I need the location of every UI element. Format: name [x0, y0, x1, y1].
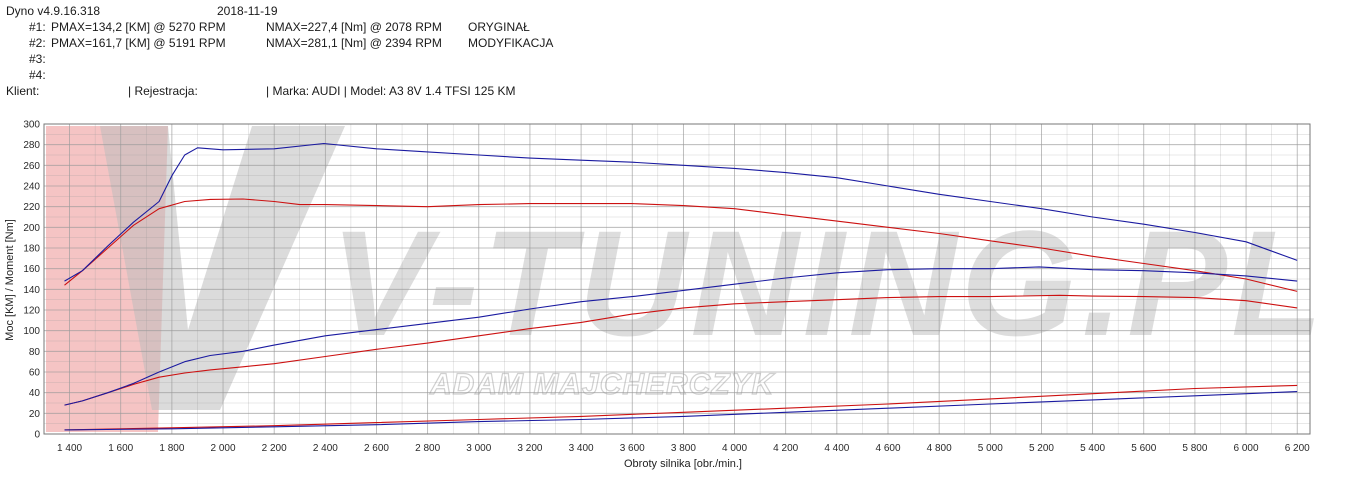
run-1-nmax: NMAX=227,4 [Nm] @ 2078 RPM [266, 20, 442, 34]
x-tick-label: 3 000 [466, 443, 491, 454]
x-tick-label: 5 200 [1029, 443, 1054, 454]
series-line-modified-losses [64, 391, 1298, 431]
x-tick-label: 2 000 [211, 443, 236, 454]
y-tick-label: 20 [29, 409, 41, 420]
x-tick-label: 2 800 [415, 443, 440, 454]
x-tick-label: 2 600 [364, 443, 389, 454]
series-line-modified-power [64, 266, 1298, 406]
y-tick-label: 300 [23, 120, 40, 131]
run-2-pmax: PMAX=161,7 [KM] @ 5191 RPM [51, 36, 226, 50]
x-tick-label: 3 400 [569, 443, 594, 454]
y-tick-label: 280 [23, 140, 40, 151]
run-3-id: #3: [29, 52, 46, 66]
run-2-name: MODYFIKACJA [468, 36, 554, 50]
y-tick-label: 200 [23, 223, 40, 234]
x-tick-label: 5 400 [1080, 443, 1105, 454]
x-tick-label: 4 400 [824, 443, 849, 454]
run-1-pmax: PMAX=134,2 [KM] @ 5270 RPM [51, 20, 226, 34]
y-tick-label: 180 [23, 244, 40, 255]
x-tick-label: 6 200 [1285, 443, 1310, 454]
y-tick-label: 40 [29, 388, 41, 399]
y-tick-label: 100 [23, 326, 40, 337]
y-tick-label: 260 [23, 161, 40, 172]
x-tick-label: 4 600 [875, 443, 900, 454]
registration-label: | Rejestracja: [128, 84, 198, 98]
y-tick-label: 80 [29, 347, 41, 358]
x-tick-label: 1 400 [57, 443, 82, 454]
x-tick-label: 5 000 [978, 443, 1003, 454]
run-1-id: #1: [29, 20, 46, 34]
y-tick-label: 0 [34, 430, 40, 441]
run-1-name: ORYGINAŁ [468, 20, 530, 34]
y-tick-label: 120 [23, 306, 40, 317]
y-tick-label: 220 [23, 202, 40, 213]
y-tick-label: 140 [23, 285, 40, 296]
series-line-original-power [64, 294, 1298, 406]
watermark-subtitle: ADAM MAJCHERCZYK [429, 368, 776, 401]
x-tick-label: 3 800 [671, 443, 696, 454]
curves [64, 142, 1298, 431]
x-tick-label: 2 400 [313, 443, 338, 454]
x-tick-label: 1 600 [108, 443, 133, 454]
series-line-original-losses [64, 384, 1298, 431]
x-tick-label: 6 000 [1234, 443, 1259, 454]
x-tick-label: 5 600 [1131, 443, 1156, 454]
x-axis-ticks: 1 400 1 600 1 800 2 000 2 200 2 400 2 600 2 800… [57, 443, 1310, 454]
x-tick-label: 2 200 [262, 443, 287, 454]
x-tick-label: 1 800 [159, 443, 184, 454]
run-4-id: #4: [29, 68, 46, 82]
series-line-original-torque [64, 198, 1298, 292]
y-axis-label: Moc [KM] / Moment [Nm] [4, 219, 16, 341]
x-tick-label: 5 800 [1182, 443, 1207, 454]
x-tick-label: 4 200 [773, 443, 798, 454]
client-label: Klient: [6, 84, 40, 98]
plot-frame [43, 123, 1311, 435]
run-2-nmax: NMAX=281,1 [Nm] @ 2394 RPM [266, 36, 442, 50]
y-tick-label: 60 [29, 368, 41, 379]
x-tick-label: 3 600 [620, 443, 645, 454]
test-date: 2018-11-19 [217, 4, 278, 18]
run-2-id: #2: [29, 36, 46, 50]
x-axis-label: Obroty silnika [obr./min.] [624, 458, 742, 470]
x-tick-label: 4 800 [927, 443, 952, 454]
series-line-modified-torque [64, 142, 1298, 282]
y-tick-label: 240 [23, 182, 40, 193]
y-tick-label: 160 [23, 264, 40, 275]
vehicle-info: | Marka: AUDI | Model: A3 8V 1.4 TFSI 12… [266, 84, 516, 98]
watermark-main-text: V-TUNING.PL [330, 199, 1327, 367]
x-tick-label: 4 000 [722, 443, 747, 454]
x-tick-label: 3 200 [517, 443, 542, 454]
y-axis-ticks: 0 20 40 60 80 100 120 140 160 180 200 220 240 260 280 3… [23, 120, 40, 441]
app-version: Dyno v4.9.16.318 [6, 4, 101, 18]
